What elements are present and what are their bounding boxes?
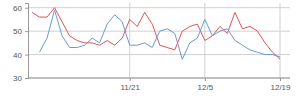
tick-label: 40: [13, 51, 22, 60]
grid-line: [280, 3, 281, 78]
tick: 12/19: [270, 78, 291, 92]
axis-line: [25, 4, 29, 79]
grid: [28, 3, 290, 78]
tick-label: 50: [13, 27, 22, 36]
tick-mark: [25, 55, 28, 56]
tick-mark: [25, 31, 28, 32]
tick: 40: [13, 51, 28, 60]
tick-mark: [280, 78, 281, 81]
tick-mark: [25, 8, 28, 9]
grid-line: [28, 78, 290, 79]
plot-area: [32, 8, 280, 60]
grid-line: [129, 3, 130, 78]
tick: 50: [13, 27, 28, 36]
y-axis: 30 40 50 60: [13, 4, 28, 84]
x-axis: 11/21 12/5 12/19: [28, 78, 291, 92]
tick-mark: [25, 78, 28, 79]
series-line: [40, 10, 280, 59]
tick: 12/5: [198, 78, 214, 92]
chart: 30 40 50 60 11/21 12/5 12/19: [0, 0, 300, 96]
grid-line: [28, 54, 290, 55]
tick: 11/21: [120, 78, 140, 92]
series-line: [32, 8, 280, 60]
tick-label: 30: [13, 74, 22, 83]
tick-mark: [130, 78, 131, 81]
tick: 30: [13, 74, 28, 83]
grid-line: [28, 7, 290, 8]
tick-label: 11/21: [120, 83, 140, 92]
axis-line: [28, 78, 290, 79]
tick-label: 12/5: [198, 83, 214, 92]
tick: 60: [13, 4, 28, 13]
tick-label: 60: [13, 4, 22, 13]
tick-mark: [205, 78, 206, 81]
tick-label: 12/19: [270, 83, 291, 92]
